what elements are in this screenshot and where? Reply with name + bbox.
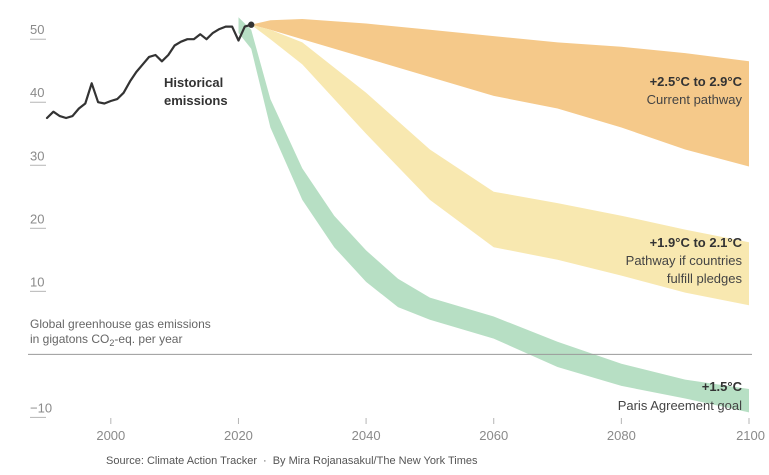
- x-tick-label: 2000: [96, 428, 125, 443]
- y-axis-title-line1: Global greenhouse gas emissions: [30, 317, 211, 331]
- pledges-label-line1: Pathway if countries: [626, 253, 743, 268]
- pledges-band: [251, 24, 749, 306]
- x-tick-label: 2080: [607, 428, 636, 443]
- source-credit: Source: Climate Action Tracker · By Mira R…: [106, 455, 478, 467]
- current-pathway-range-label: +2.5°C to 2.9°C: [650, 74, 743, 89]
- scenario-bands: [238, 17, 749, 413]
- paris-goal-band: [238, 17, 749, 413]
- pledges-label-line2: fulfill pledges: [667, 271, 743, 286]
- x-tick-label: 2060: [479, 428, 508, 443]
- pledges-range-label: +1.9°C to 2.1°C: [650, 235, 743, 250]
- y-axis-ticks: 50 40 30 20 10 −10: [30, 22, 52, 418]
- y-tick-label: −10: [30, 400, 52, 415]
- historical-label-line1: Historical: [164, 75, 223, 90]
- historical-endpoint-marker: [248, 21, 255, 28]
- y-tick-label: 10: [30, 274, 44, 289]
- current-pathway-label: Current pathway: [647, 92, 743, 107]
- paris-goal-label: Paris Agreement goal: [618, 398, 742, 413]
- x-tick-label: 2100: [736, 428, 765, 443]
- current-pathway-band: [251, 19, 749, 167]
- y-tick-label: 30: [30, 148, 44, 163]
- x-axis-ticks: 2000 2020 2040 2060 2080 2100: [96, 418, 765, 443]
- historical-emissions-line: [45, 23, 253, 120]
- historical-label-line2: emissions: [164, 93, 228, 108]
- y-tick-label: 20: [30, 211, 44, 226]
- x-tick-label: 2040: [352, 428, 381, 443]
- y-tick-label: 50: [30, 22, 44, 37]
- y-axis-title-line2: in gigatons CO2-eq. per year: [30, 332, 182, 348]
- y-tick-label: 40: [30, 85, 44, 100]
- paris-range-label: +1.5°C: [702, 379, 743, 394]
- x-tick-label: 2020: [224, 428, 253, 443]
